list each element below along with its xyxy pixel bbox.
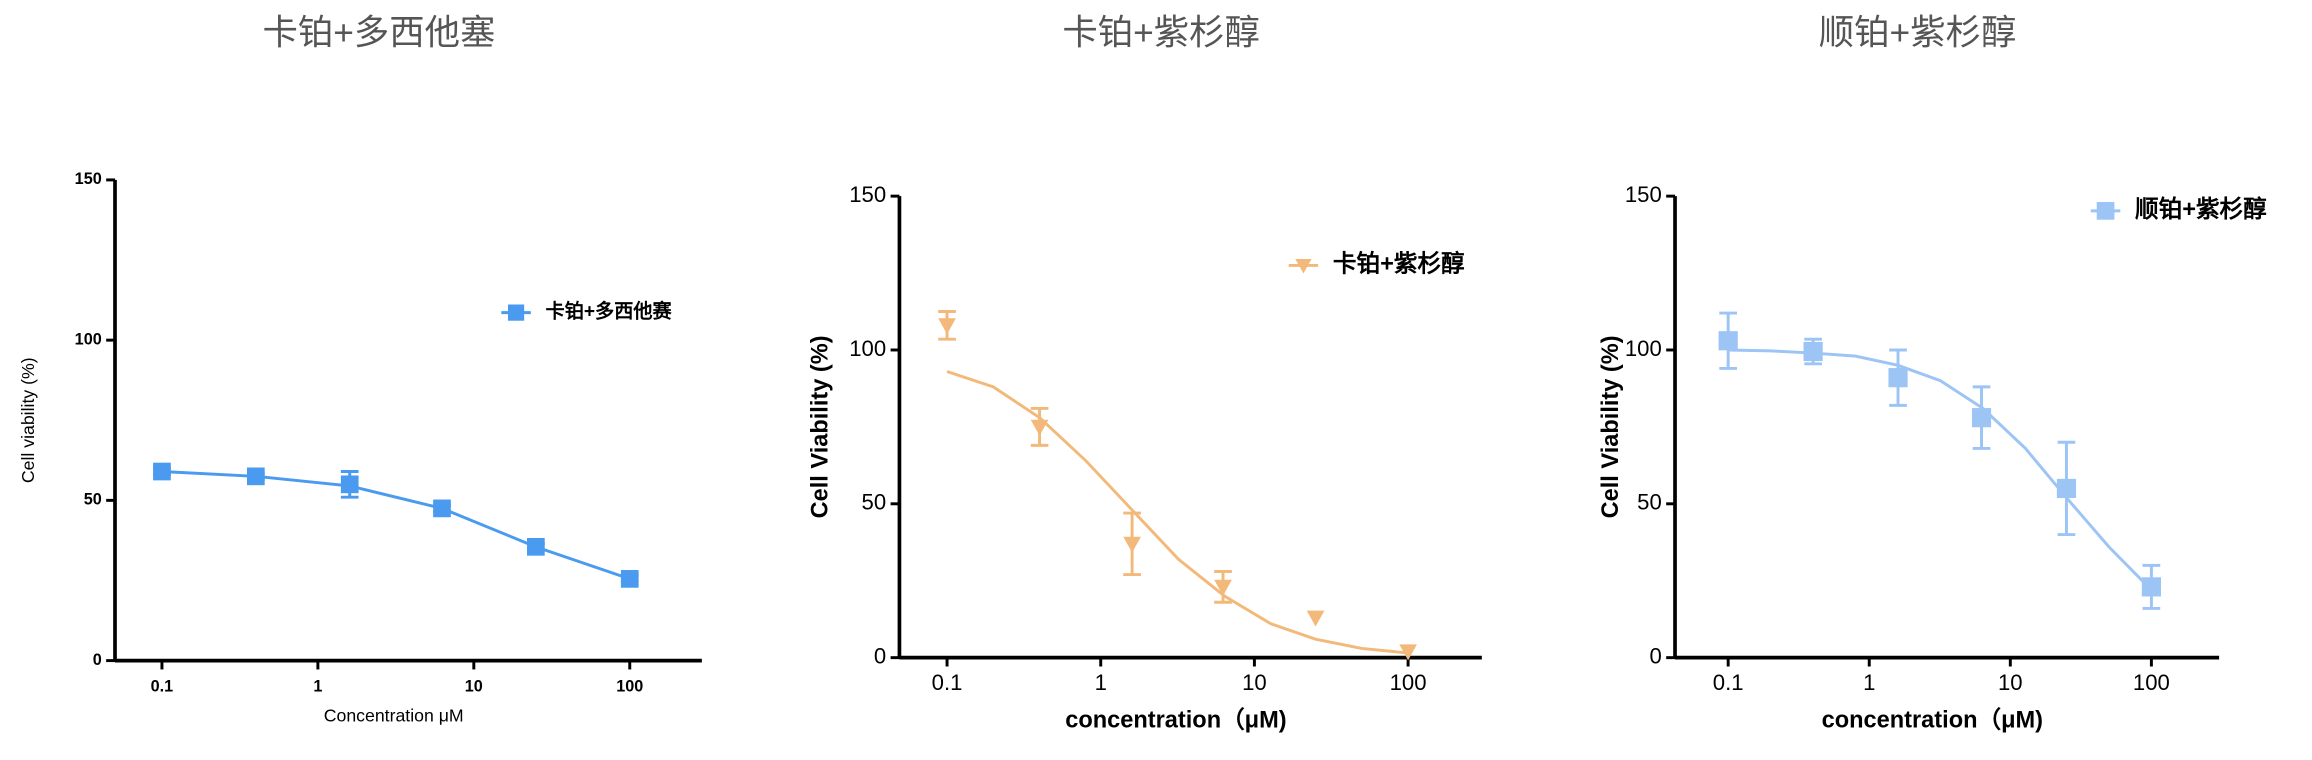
x-tick-label: 100 <box>2133 670 2170 695</box>
x-tick-label: 0.1 <box>151 677 174 695</box>
data-point <box>1306 610 1325 627</box>
y-tick-label: 100 <box>75 330 102 348</box>
x-axis-label: concentration（μM) <box>1065 706 1286 732</box>
chart: 顺铂+紫杉醇 0 50 100 150 0.1 1 10 100 concentration（μM… <box>1597 14 2267 733</box>
data-point <box>246 467 265 486</box>
y-tick-label: 50 <box>862 490 887 515</box>
legend-label: 顺铂+紫杉醇 <box>2135 195 2267 222</box>
x-tick-label: 0.1 <box>1713 670 1744 695</box>
y-tick-label: 150 <box>849 182 886 207</box>
x-tick-label: 100 <box>616 677 643 695</box>
data-point <box>1803 341 1823 362</box>
x-tick-label: 1 <box>1095 670 1107 695</box>
y-tick-label: 50 <box>1637 490 1662 515</box>
x-axis-label: Concentration μM <box>324 705 464 725</box>
data-point <box>1399 644 1417 661</box>
x-tick-label: 0.1 <box>932 670 963 695</box>
y-tick-label: 0 <box>874 643 886 668</box>
x-tick-label: 1 <box>313 677 322 695</box>
data-point <box>1030 419 1049 436</box>
legend-label: 卡铂+多西他赛 <box>546 300 673 323</box>
data-point <box>2056 478 2077 499</box>
x-tick-label: 10 <box>465 677 483 695</box>
legend-label: 卡铂+紫杉醇 <box>1333 250 1465 277</box>
y-axis-label: Cell Viability (%) <box>1597 335 1623 518</box>
data-point <box>1888 368 1908 388</box>
data-point <box>2141 577 2161 597</box>
data-point <box>1214 579 1232 596</box>
data-point <box>938 318 956 335</box>
x-tick-label: 100 <box>1390 670 1427 695</box>
fit-curve <box>1728 348 2153 591</box>
chart-title: 顺铂+紫杉醇 <box>1819 14 2017 53</box>
y-axis-label: Cell Viability (%) <box>807 335 833 518</box>
fit-curve <box>946 370 1409 655</box>
x-tick-label: 1 <box>1863 670 1875 695</box>
data-point <box>433 499 451 518</box>
legend-marker <box>1295 258 1312 274</box>
chart-title: 卡铂+多西他塞 <box>262 14 495 53</box>
data-point <box>340 475 359 494</box>
data-point <box>620 570 639 588</box>
chart: 卡铂+紫杉醇 0 50 100 150 0.1 1 10 100 concentration（μM… <box>807 14 1482 732</box>
data-point <box>153 462 171 481</box>
legend-marker <box>507 304 525 321</box>
data-point <box>1971 408 1992 428</box>
chart: 卡铂+多西他塞 0 50 100 150 0.1 1 10 100 Concentration μ… <box>18 14 702 725</box>
x-tick-label: 10 <box>1998 670 2023 695</box>
y-tick-label: 150 <box>75 170 102 188</box>
fit-curve <box>161 470 631 581</box>
legend-marker <box>2096 202 2115 220</box>
y-tick-label: 50 <box>84 491 102 509</box>
y-tick-label: 0 <box>1649 643 1661 668</box>
y-tick-label: 150 <box>1625 182 1662 207</box>
y-tick-label: 100 <box>1625 336 1662 361</box>
data-point <box>1718 331 1738 351</box>
y-tick-label: 0 <box>93 651 102 669</box>
x-tick-label: 10 <box>1242 670 1267 695</box>
chart-title: 卡铂+紫杉醇 <box>1062 14 1260 53</box>
data-point <box>527 537 545 556</box>
y-axis-label: Cell viability (%) <box>18 357 38 483</box>
data-point <box>1123 536 1141 553</box>
x-axis-label: concentration（μM) <box>1822 706 2043 732</box>
y-tick-label: 100 <box>849 336 886 361</box>
